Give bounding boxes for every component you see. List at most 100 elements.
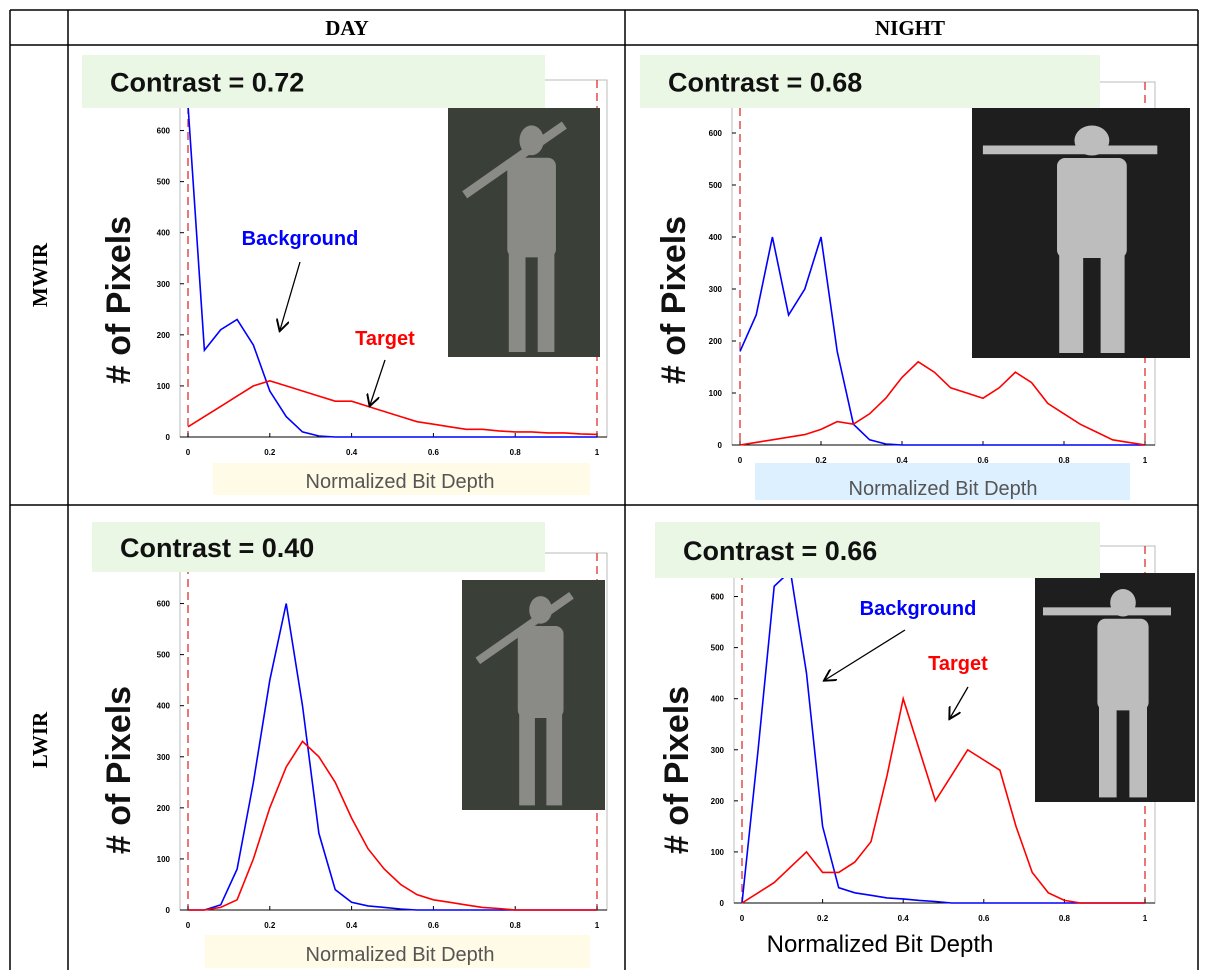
- y-tick-label: 200: [157, 804, 171, 813]
- x-tick-label: 0.4: [898, 914, 910, 923]
- x-tick-label: 0.8: [1058, 456, 1070, 465]
- series-label: Target: [928, 653, 988, 675]
- silhouette-leg: [508, 252, 526, 353]
- y-tick-label: 0: [718, 441, 723, 450]
- histogram-line: [739, 360, 1146, 446]
- y-tick-label: 300: [157, 280, 171, 289]
- x-tick-label: 0.6: [978, 914, 990, 923]
- y-tick-label: 500: [711, 644, 725, 653]
- annotation-arrow: [370, 359, 386, 405]
- y-tick-label: 300: [709, 285, 723, 294]
- table-grid: [9, 9, 1199, 970]
- y-tick-label: 600: [711, 593, 725, 602]
- x-tick-label: 1: [595, 448, 600, 457]
- histogram-line: [187, 104, 597, 438]
- y-tick-label: 500: [157, 651, 171, 660]
- x-label-box: [205, 935, 590, 968]
- x-label-box: [213, 463, 590, 495]
- annotation-box: [655, 522, 1100, 578]
- x-axis-label: Normalized Bit Depth: [306, 471, 495, 493]
- y-tick-label: 100: [157, 855, 171, 864]
- silhouette-launcher: [462, 121, 567, 199]
- x-tick-label: 0.2: [264, 921, 276, 930]
- x-tick-label: 0: [186, 921, 191, 930]
- column-header: DAY: [325, 16, 369, 40]
- y-tick-label: 100: [709, 389, 723, 398]
- person-silhouette: [1043, 589, 1171, 798]
- histogram-line: [187, 379, 598, 436]
- person-silhouette: [462, 121, 567, 353]
- y-tick-label: 600: [157, 600, 171, 609]
- y-axis-label: # of Pixels: [100, 686, 138, 854]
- y-tick-label: 0: [166, 433, 171, 442]
- silhouette-leg: [1059, 253, 1084, 353]
- contrast-label: Contrast = 0.72: [110, 68, 304, 98]
- silhouette-body: [1097, 618, 1149, 711]
- y-axis-label: # of Pixels: [100, 216, 138, 384]
- histogram-line: [741, 695, 1145, 904]
- silhouette-body: [517, 626, 564, 718]
- contrast-label: Contrast = 0.66: [683, 536, 877, 566]
- annotation-box: [92, 522, 545, 572]
- x-tick-label: 0: [740, 914, 745, 923]
- x-tick-label: 0.6: [428, 921, 440, 930]
- y-tick-label: 200: [711, 797, 725, 806]
- y-tick-label: 600: [157, 127, 171, 136]
- silhouette-leg: [519, 713, 535, 806]
- annotation-box: [82, 55, 545, 108]
- x-tick-label: 0: [186, 448, 191, 457]
- silhouette-leg: [1099, 705, 1117, 798]
- x-tick-label: 1: [595, 921, 600, 930]
- contrast-label: Contrast = 0.40: [120, 533, 314, 563]
- y-tick-label: 100: [157, 382, 171, 391]
- x-tick-label: 0.6: [428, 448, 440, 457]
- x-tick-label: 0.8: [1059, 914, 1071, 923]
- y-tick-label: 200: [709, 337, 723, 346]
- x-tick-label: 1: [1143, 456, 1148, 465]
- y-tick-label: 400: [711, 695, 725, 704]
- y-tick-label: 0: [166, 906, 171, 915]
- y-tick-label: 500: [709, 181, 723, 190]
- y-tick-label: 200: [157, 331, 171, 340]
- series-label: Target: [355, 328, 415, 350]
- y-tick-label: 500: [157, 178, 171, 187]
- annotation-box: [640, 55, 1100, 108]
- silhouette-body: [507, 157, 556, 258]
- x-axis-label: Normalized Bit Depth: [306, 944, 495, 966]
- x-tick-label: 0.6: [977, 456, 989, 465]
- y-tick-label: 300: [157, 753, 171, 762]
- silhouette-leg: [1129, 705, 1147, 798]
- y-tick-label: 100: [711, 848, 725, 857]
- column-header: NIGHT: [875, 16, 945, 40]
- x-tick-label: 0: [738, 456, 743, 465]
- x-tick-label: 1: [1143, 914, 1148, 923]
- row-header: MWIR: [28, 242, 52, 307]
- y-tick-label: 300: [711, 746, 725, 755]
- histogram-line: [739, 236, 1145, 446]
- x-label-box: [755, 463, 1130, 500]
- silhouette-launcher: [982, 145, 1158, 155]
- x-tick-label: 0.8: [510, 448, 522, 457]
- person-silhouette: [982, 125, 1158, 353]
- y-tick-label: 400: [157, 229, 171, 238]
- x-tick-label: 0.8: [510, 921, 522, 930]
- silhouette-leg: [1100, 253, 1125, 353]
- silhouette-body: [1057, 158, 1127, 258]
- series-label: Background: [242, 228, 359, 250]
- annotation-arrow: [950, 686, 969, 718]
- x-tick-label: 0.4: [346, 921, 358, 930]
- silhouette-launcher: [1043, 607, 1171, 616]
- annotation-arrow: [825, 629, 906, 680]
- person-silhouette: [475, 591, 574, 806]
- y-tick-label: 400: [709, 233, 723, 242]
- y-tick-label: 0: [720, 899, 725, 908]
- row-header: LWIR: [28, 711, 52, 768]
- x-tick-label: 0.4: [346, 448, 358, 457]
- y-axis-label: # of Pixels: [658, 686, 696, 854]
- x-tick-label: 0.2: [264, 448, 276, 457]
- contrast-label: Contrast = 0.68: [668, 68, 862, 98]
- x-axis-label: Normalized Bit Depth: [849, 478, 1038, 500]
- y-axis-label: # of Pixels: [655, 216, 693, 384]
- silhouette-launcher: [475, 591, 574, 665]
